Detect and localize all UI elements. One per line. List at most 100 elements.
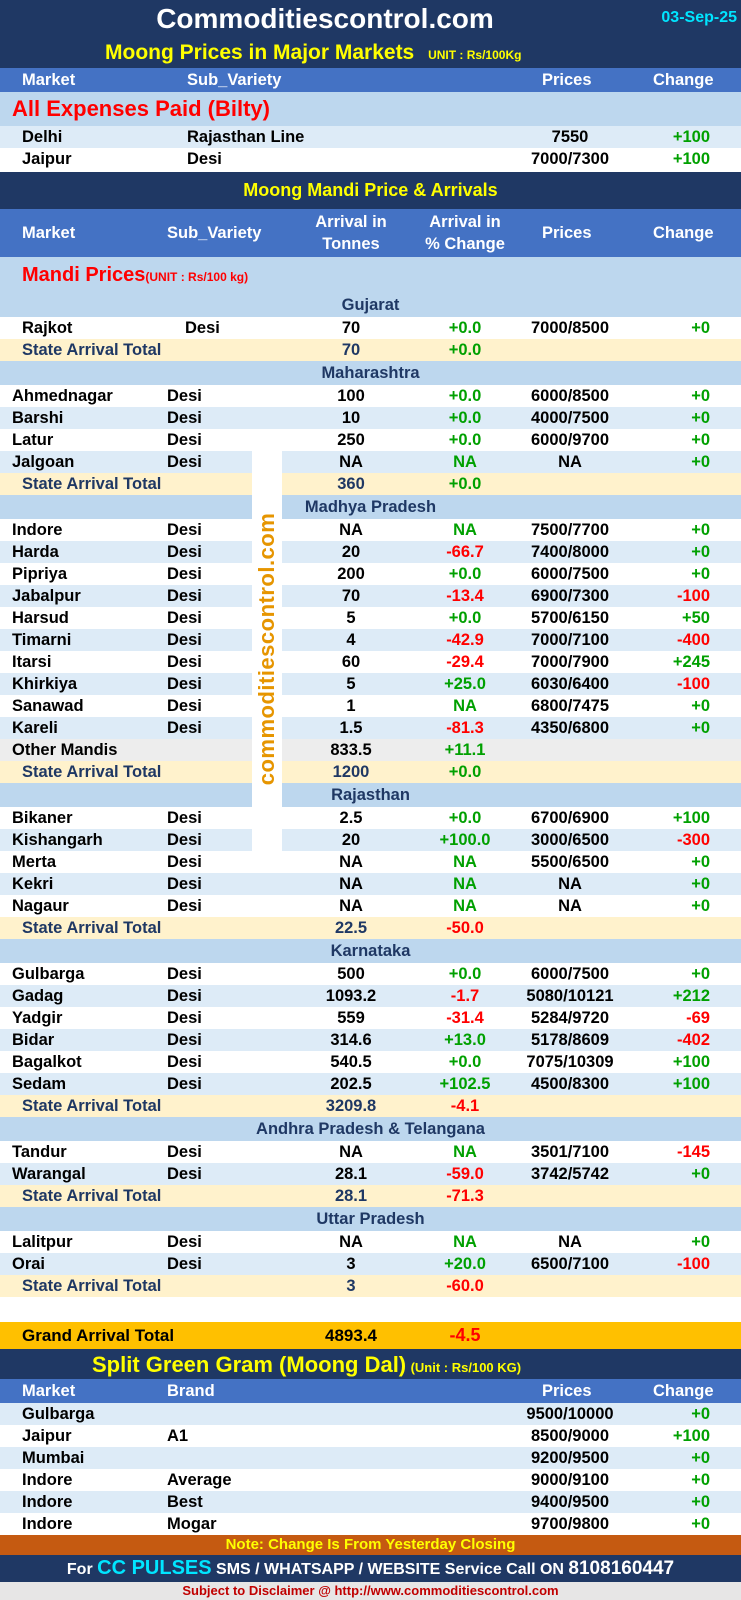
market-name: Jaipur — [22, 1427, 72, 1445]
mandi-row: Yadgir Desi 559 -31.4 5284/9720 -69 — [0, 1007, 741, 1029]
change: -400 — [676, 631, 710, 649]
arrival: 70 — [341, 587, 361, 605]
dal-row: Indore Average 9000/9100 +0 — [0, 1469, 741, 1491]
brand: Best — [167, 1493, 203, 1511]
arrival-change: +0.0 — [448, 609, 482, 627]
arrival-change: +0.0 — [448, 319, 482, 337]
grand-arrival: 4893.4 — [325, 1326, 377, 1345]
arrival: 3 — [346, 1255, 356, 1273]
col-prices: Prices — [542, 71, 592, 89]
price: 9000/9100 — [531, 1471, 609, 1489]
sub-variety: Desi — [167, 1143, 202, 1161]
mandi-row: Barshi Desi 10 +0.0 4000/7500 +0 — [0, 407, 741, 429]
arrival: 4 — [346, 631, 356, 649]
total-label: State Arrival Total — [22, 341, 162, 359]
state-header: Uttar Pradesh — [0, 1207, 741, 1231]
sub-variety: Desi — [167, 1053, 202, 1071]
arrival: 200 — [337, 565, 365, 583]
arrival-change: -81.3 — [446, 719, 484, 737]
total-arrival: 22.5 — [334, 919, 368, 937]
sub-variety: Desi — [167, 565, 202, 583]
brand: A1 — [167, 1427, 189, 1445]
arrival-change: +20.0 — [444, 1255, 486, 1273]
change: +0 — [691, 565, 710, 583]
top-title: Moong Prices in Major Markets UNIT : Rs/… — [105, 41, 522, 64]
dal-row: Indore Mogar 9700/9800 +0 — [0, 1513, 741, 1535]
mandi-row: Ahmednagar Desi 100 +0.0 6000/8500 +0 — [0, 385, 741, 407]
arrival-change: +25.0 — [444, 675, 486, 693]
mandi-row: Warangal Desi 28.1 -59.0 3742/5742 +0 — [0, 1163, 741, 1185]
price: 6030/6400 — [531, 675, 609, 693]
arrival: 60 — [341, 653, 361, 671]
change: +0 — [691, 1493, 710, 1511]
price: 4350/6800 — [531, 719, 609, 737]
sub-variety: Desi — [167, 831, 202, 849]
price: 8500/9000 — [531, 1427, 609, 1445]
arrival: 2.5 — [339, 809, 363, 827]
sub-variety: Desi — [167, 1031, 202, 1049]
mandi-row: Nagaur Desi NA NA NA +0 — [0, 895, 741, 917]
price: 3742/5742 — [531, 1165, 609, 1183]
mandi-row: Bagalkot Desi 540.5 +0.0 7075/10309 +100 — [0, 1051, 741, 1073]
market-name: Harda — [12, 543, 59, 561]
col-change: Change — [653, 1382, 714, 1400]
price: 5080/10121 — [526, 987, 614, 1005]
mandi-row: Khirkiya Desi 5 +25.0 6030/6400 -100 — [0, 673, 741, 695]
state-header: Madhya Pradesh — [0, 495, 741, 519]
change: -100 — [676, 1255, 710, 1273]
arrival: 28.1 — [334, 1165, 368, 1183]
arrival-change: -1.7 — [450, 987, 480, 1005]
mandi-row: Kishangarh Desi 20 +100.0 3000/6500 -300 — [0, 829, 741, 851]
state-total-row: State Arrival Total 3 -60.0 — [0, 1275, 741, 1297]
arrival-change: +100.0 — [439, 831, 491, 849]
price: 6900/7300 — [531, 587, 609, 605]
col-market: Market — [22, 1382, 76, 1400]
arrival: 314.6 — [330, 1031, 372, 1049]
price: 5700/6150 — [531, 609, 609, 627]
change: +0 — [691, 431, 710, 449]
sub-variety: Desi — [167, 543, 202, 561]
mandi-title: Moong Mandi Price & Arrivals — [243, 180, 498, 200]
arrival: 202.5 — [330, 1075, 372, 1093]
state-total-row: State Arrival Total 1200 +0.0 — [0, 761, 741, 783]
disclaimer-link[interactable]: Subject to Disclaimer @ http://www.commo… — [182, 1583, 559, 1598]
bilty-row: Delhi Rajasthan Line 7550 +100 — [0, 126, 741, 148]
arrival-change: +0.0 — [448, 965, 482, 983]
grand-change: -4.5 — [449, 1325, 481, 1345]
market-name: Orai — [12, 1255, 46, 1273]
arrival: 250 — [337, 431, 365, 449]
change: +100 — [672, 128, 710, 146]
mandi-row: Itarsi Desi 60 -29.4 7000/7900 +245 — [0, 651, 741, 673]
market-name: Jalgoan — [12, 453, 75, 471]
arrival-change: NA — [453, 875, 477, 893]
arrival-change: NA — [453, 853, 477, 871]
price: 3501/7100 — [531, 1143, 609, 1161]
market-name: Timarni — [12, 631, 72, 649]
col-arrival: Arrival in — [315, 213, 387, 231]
price: 6000/8500 — [531, 387, 609, 405]
total-label: State Arrival Total — [22, 763, 162, 781]
sub-variety: Desi — [167, 675, 202, 693]
price: 4000/7500 — [531, 409, 609, 427]
price: 6000/9700 — [531, 431, 609, 449]
change: +100 — [672, 1053, 710, 1071]
col-brand: Brand — [167, 1382, 215, 1400]
change: +0 — [691, 719, 710, 737]
market-name: Gadag — [12, 987, 64, 1005]
service-bar: For CC PULSES SMS / WHATSAPP / WEBSITE S… — [0, 1555, 741, 1582]
state-total-row: State Arrival Total 360 +0.0 — [0, 473, 741, 495]
arrival: 5 — [346, 675, 356, 693]
arrival-change: +0.0 — [448, 565, 482, 583]
price: 6000/7500 — [531, 565, 609, 583]
market-name: Barshi — [12, 409, 64, 427]
arrival-change: -31.4 — [446, 1009, 484, 1027]
change: +0 — [691, 1449, 710, 1467]
total-arrival: 3 — [346, 1277, 356, 1295]
mandi-row: Pipriya Desi 200 +0.0 6000/7500 +0 — [0, 563, 741, 585]
market-name: Harsud — [12, 609, 69, 627]
state-total-row: State Arrival Total 3209.8 -4.1 — [0, 1095, 741, 1117]
sub-variety: Desi — [167, 521, 202, 539]
bilty-section: All Expenses Paid (Bilty) — [0, 92, 741, 126]
mandi-section: Mandi Prices(UNIT : Rs/100 kg) — [0, 257, 741, 293]
market-name: Indore — [22, 1515, 73, 1533]
